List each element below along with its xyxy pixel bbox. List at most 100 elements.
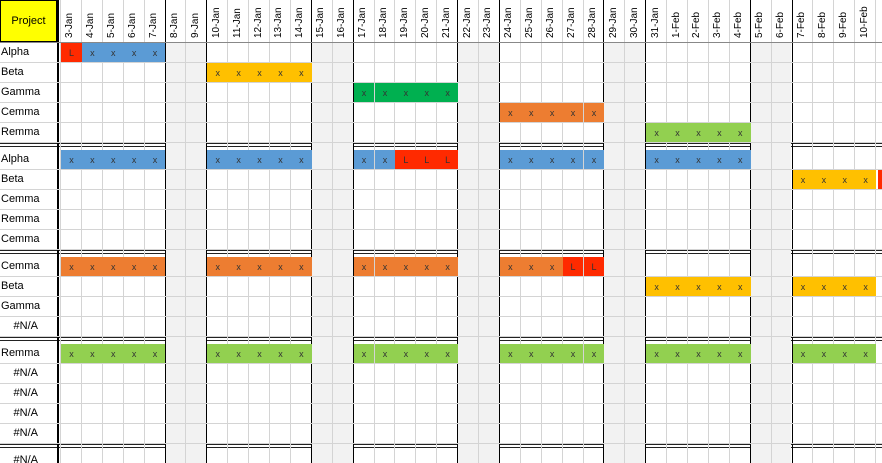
task-cell[interactable]: x [102, 150, 124, 169]
task-cell[interactable]: x [541, 344, 563, 363]
task-cell[interactable]: x [541, 257, 563, 276]
task-cell[interactable]: x [855, 170, 877, 189]
task-cell[interactable]: x [562, 150, 584, 169]
task-cell[interactable]: x [499, 103, 521, 122]
task-cell[interactable]: x [353, 344, 375, 363]
task-cell[interactable]: x [416, 257, 438, 276]
task-cell[interactable]: x [792, 344, 814, 363]
task-cell[interactable]: L [562, 257, 584, 276]
task-cell[interactable]: x [416, 344, 438, 363]
task-cell[interactable]: x [290, 257, 312, 276]
task-cell[interactable]: x [290, 150, 312, 169]
task-cell[interactable]: x [813, 344, 835, 363]
task-cell[interactable]: x [541, 150, 563, 169]
task-cell[interactable]: x [499, 344, 521, 363]
task-cell[interactable]: L [416, 150, 438, 169]
task-cell[interactable]: x [855, 277, 877, 296]
task-cell[interactable]: x [688, 344, 709, 363]
task-cell[interactable]: x [437, 344, 459, 363]
task-cell[interactable]: x [144, 344, 166, 363]
task-cell[interactable]: x [708, 150, 730, 169]
task-cell[interactable]: x [583, 150, 605, 169]
task-cell[interactable]: x [834, 170, 856, 189]
task-cell[interactable]: x [123, 257, 145, 276]
task-cell[interactable]: x [207, 63, 229, 82]
task-cell[interactable]: x [102, 344, 124, 363]
task-cell[interactable]: x [646, 123, 668, 142]
task-cell[interactable]: x [855, 344, 877, 363]
task-cell[interactable]: x [81, 257, 103, 276]
task-cell-clipped[interactable] [878, 170, 882, 189]
task-cell[interactable]: x [144, 150, 166, 169]
task-cell[interactable]: x [353, 150, 375, 169]
task-cell[interactable]: x [729, 123, 751, 142]
task-cell[interactable]: x [102, 43, 124, 62]
task-cell[interactable]: x [667, 150, 688, 169]
task-cell[interactable]: x [123, 43, 145, 62]
task-cell[interactable]: x [437, 83, 459, 102]
task-cell[interactable]: x [207, 257, 229, 276]
task-cell[interactable]: x [207, 150, 229, 169]
task-cell[interactable]: x [228, 63, 250, 82]
task-cell[interactable]: x [834, 277, 856, 296]
task-cell[interactable]: x [81, 344, 103, 363]
task-cell[interactable]: x [708, 123, 730, 142]
task-cell[interactable]: x [813, 277, 835, 296]
task-cell[interactable]: x [729, 150, 751, 169]
task-cell[interactable]: L [61, 43, 82, 62]
task-cell[interactable]: x [416, 83, 438, 102]
task-cell[interactable]: x [688, 277, 709, 296]
task-cell[interactable]: x [646, 344, 668, 363]
task-cell[interactable]: x [207, 344, 229, 363]
task-cell[interactable]: x [834, 344, 856, 363]
task-cell[interactable]: x [81, 43, 103, 62]
task-cell[interactable]: x [61, 344, 82, 363]
task-cell[interactable]: x [144, 257, 166, 276]
task-cell[interactable]: x [61, 257, 82, 276]
task-cell[interactable]: x [499, 257, 521, 276]
task-cell[interactable]: x [667, 344, 688, 363]
task-cell[interactable]: x [270, 150, 291, 169]
task-cell[interactable]: x [249, 344, 270, 363]
task-cell[interactable]: x [270, 344, 291, 363]
task-cell[interactable]: x [395, 83, 417, 102]
task-cell[interactable]: x [520, 150, 542, 169]
task-cell[interactable]: x [667, 277, 688, 296]
task-cell[interactable]: L [583, 257, 605, 276]
task-cell[interactable]: x [374, 83, 396, 102]
task-cell[interactable]: x [520, 103, 542, 122]
task-cell[interactable]: L [437, 150, 459, 169]
task-cell[interactable]: x [688, 150, 709, 169]
task-cell[interactable]: L [395, 150, 417, 169]
task-cell[interactable]: x [123, 344, 145, 363]
task-cell[interactable]: x [228, 344, 250, 363]
task-cell[interactable]: x [667, 123, 688, 142]
task-cell[interactable]: x [290, 63, 312, 82]
task-cell[interactable]: x [646, 150, 668, 169]
task-cell[interactable]: x [123, 150, 145, 169]
task-cell[interactable]: x [249, 150, 270, 169]
task-cell[interactable]: x [792, 170, 814, 189]
task-cell[interactable]: x [583, 103, 605, 122]
task-cell[interactable]: x [374, 150, 396, 169]
task-cell[interactable]: x [270, 63, 291, 82]
task-cell[interactable]: x [437, 257, 459, 276]
task-cell[interactable]: x [144, 43, 166, 62]
task-cell[interactable]: x [562, 344, 584, 363]
task-cell[interactable]: x [249, 257, 270, 276]
task-cell[interactable]: x [708, 277, 730, 296]
task-cell[interactable]: x [583, 344, 605, 363]
task-cell[interactable]: x [792, 277, 814, 296]
task-cell[interactable]: x [102, 257, 124, 276]
task-cell[interactable]: x [374, 344, 396, 363]
task-cell[interactable]: x [688, 123, 709, 142]
task-cell[interactable]: x [708, 344, 730, 363]
task-cell[interactable]: x [270, 257, 291, 276]
task-cell[interactable]: x [61, 150, 82, 169]
task-cell[interactable]: x [541, 103, 563, 122]
task-cell[interactable]: x [520, 344, 542, 363]
task-cell[interactable]: x [228, 257, 250, 276]
task-cell[interactable]: x [520, 257, 542, 276]
task-cell[interactable]: x [353, 83, 375, 102]
task-cell[interactable]: x [395, 344, 417, 363]
